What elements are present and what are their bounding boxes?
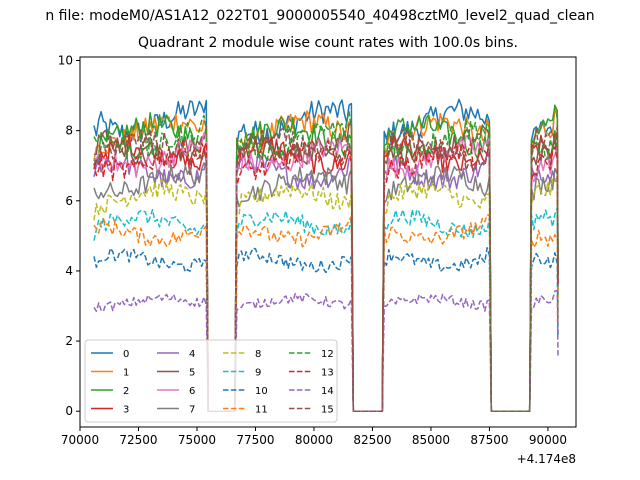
axes-frame: [79, 56, 577, 428]
legend-label-12: 12: [321, 349, 334, 360]
series-line-7: [93, 162, 559, 412]
series-line-12: [93, 111, 559, 412]
x-tick-label: 82500: [353, 433, 391, 447]
series-layer: [93, 98, 559, 412]
legend-label-13: 13: [321, 368, 334, 379]
legend-label-15: 15: [321, 405, 334, 416]
y-tick-label: 2: [65, 334, 73, 348]
ticks-layer: 70000 72500 75000 77500 80000 82500 85000 87500…: [58, 54, 567, 447]
series-line-11: [93, 213, 559, 412]
series-line-15: [93, 125, 559, 412]
x-tick-label: 90000: [529, 433, 567, 447]
legend-label-9: 9: [255, 368, 261, 379]
legend-label-11: 11: [255, 405, 268, 416]
legend-label-0: 0: [123, 349, 129, 360]
y-tick-label: 6: [65, 194, 73, 208]
series-line-0: [93, 98, 559, 412]
x-tick-label: 85000: [412, 433, 450, 447]
y-tick-label: 4: [65, 264, 73, 278]
legend-label-7: 7: [189, 405, 195, 416]
x-tick-label: 87500: [470, 433, 508, 447]
y-tick-label: 10: [58, 54, 73, 68]
series-line-13: [93, 138, 559, 412]
legend-label-10: 10: [255, 386, 268, 397]
legend-label-5: 5: [189, 368, 195, 379]
legend-label-8: 8: [255, 349, 261, 360]
x-tick-label: 70000: [61, 433, 99, 447]
series-line-8: [93, 176, 559, 412]
figure-suptitle: n file: modeM0/AS1A12_022T01_9000005540_…: [45, 8, 595, 24]
legend-box: [84, 339, 338, 423]
series-line-14: [93, 289, 559, 412]
x-tick-label: 77500: [236, 433, 274, 447]
x-tick-label: 75000: [178, 433, 216, 447]
y-tick-label: 0: [65, 404, 73, 418]
series-line-10: [93, 247, 559, 412]
x-tick-label: 72500: [119, 433, 157, 447]
chart-title: Quadrant 2 module wise count rates with …: [138, 35, 518, 51]
legend-label-6: 6: [189, 386, 195, 397]
legend-label-1: 1: [123, 368, 129, 379]
x-offset-label: +4.174e8: [517, 452, 576, 466]
legend-label-4: 4: [189, 349, 195, 360]
legend-label-14: 14: [321, 386, 334, 397]
y-tick-label: 8: [65, 124, 73, 138]
legend-label-2: 2: [123, 386, 129, 397]
legend-label-3: 3: [123, 405, 129, 416]
series-line-9: [93, 206, 559, 412]
x-tick-label: 80000: [295, 433, 333, 447]
